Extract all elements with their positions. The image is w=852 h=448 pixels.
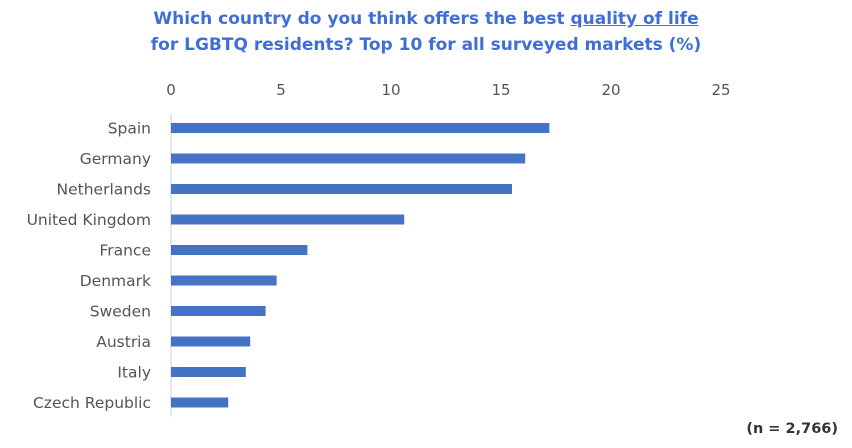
chart-title-prefix: Which country do you think offers the be… [153, 9, 571, 29]
category-label: Austria [96, 333, 151, 351]
category-labels: Spain Germany Netherlands United Kingdom Fra… [27, 120, 151, 413]
x-tick-label: 5 [276, 81, 286, 99]
sample-size-note: (n = 2,766) [746, 421, 838, 437]
category-label: United Kingdom [27, 211, 151, 229]
x-axis-ticks: 0 5 10 15 20 25 [166, 81, 730, 99]
bar [171, 367, 246, 377]
bar [171, 214, 405, 225]
bars [171, 123, 550, 408]
chart-title-line-2: for LGBTQ residents? Top 10 for all surv… [150, 35, 702, 55]
chart-title: Which country do you think offers the be… [0, 6, 852, 58]
category-label: Germany [80, 150, 151, 168]
x-tick-label: 10 [381, 81, 400, 99]
bar [171, 184, 512, 194]
bar [171, 306, 266, 316]
bar [171, 397, 229, 408]
category-label: Denmark [80, 272, 151, 290]
bar [171, 153, 526, 164]
category-label: France [99, 242, 151, 260]
x-tick-label: 25 [711, 81, 730, 99]
bar [171, 336, 251, 347]
category-label: Sweden [90, 303, 151, 321]
category-label: Italy [117, 364, 151, 382]
bar [171, 245, 308, 255]
category-label: Netherlands [57, 181, 151, 199]
chart-title-line-1: Which country do you think offers the be… [0, 6, 852, 32]
bar [171, 275, 277, 286]
x-tick-label: 20 [601, 81, 620, 99]
x-tick-label: 15 [491, 81, 510, 99]
category-label: Czech Republic [33, 394, 151, 412]
x-tick-label: 0 [166, 81, 176, 99]
category-label: Spain [108, 120, 151, 138]
bar [171, 123, 550, 133]
chart-title-underlined: quality of life [570, 9, 699, 29]
